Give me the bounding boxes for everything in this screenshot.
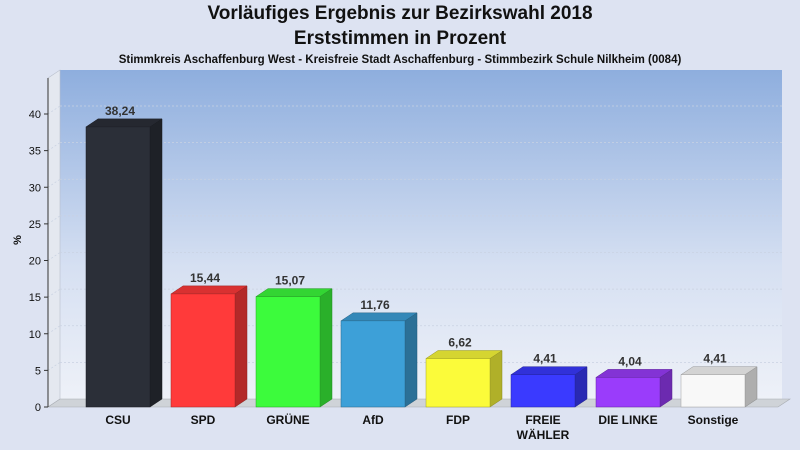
bar-top xyxy=(85,118,163,128)
grid-line-side xyxy=(47,215,61,225)
bar-side xyxy=(404,312,418,408)
category-label: Sonstige xyxy=(688,413,739,427)
bar xyxy=(425,350,503,408)
y-axis-label: % xyxy=(12,235,24,245)
bar xyxy=(85,118,163,408)
category-label: GRÜNE xyxy=(266,412,309,427)
category-label: SPD xyxy=(191,413,216,427)
value-label: 4,41 xyxy=(533,352,557,366)
y-tick-label: 40 xyxy=(29,109,41,121)
bar-front xyxy=(595,377,661,408)
bar-top xyxy=(340,312,418,322)
bars xyxy=(85,118,758,408)
value-label: 38,24 xyxy=(105,104,135,118)
bar xyxy=(595,368,673,408)
category-label: DIE LINKE xyxy=(598,413,657,427)
labels: 38,24 CSU 15,44 SPD 15,07 GRÜNE 11,76 AfD 6,62 FD… xyxy=(105,104,739,442)
bar-top xyxy=(595,369,673,378)
value-label: 4,04 xyxy=(618,354,642,368)
value-label: 11,76 xyxy=(360,298,390,312)
y-tick-label: 25 xyxy=(29,219,41,231)
grid-line-side xyxy=(47,178,61,188)
bar-front xyxy=(510,374,576,408)
y-axis: 0 5 10 15 20 25 30 35 40% xyxy=(12,78,49,414)
chart-title: Vorläufiges Ergebnis zur Bezirkswahl 201… xyxy=(207,3,593,24)
y-tick-label: 20 xyxy=(29,256,41,268)
bar-side xyxy=(234,285,248,408)
category-label: AfD xyxy=(362,413,384,427)
grid-line-side xyxy=(47,362,61,371)
value-label: 15,44 xyxy=(190,271,220,285)
category-label: CSU xyxy=(105,413,130,427)
bar-top xyxy=(255,288,333,297)
bar xyxy=(510,366,588,408)
chart-district-subtitle: Stimmkreis Aschaffenburg West - Kreisfre… xyxy=(118,54,682,66)
grid-line-side xyxy=(47,325,61,335)
side-wall xyxy=(47,69,61,408)
y-tick-label: 5 xyxy=(35,365,41,377)
bar-front xyxy=(425,358,491,408)
bar xyxy=(255,288,333,408)
bar-front xyxy=(85,126,151,408)
bar-side xyxy=(319,288,333,408)
bar-top xyxy=(170,285,248,295)
value-label: 15,07 xyxy=(275,274,305,288)
bar-front xyxy=(340,320,406,408)
grid-line-side xyxy=(47,288,61,298)
y-tick-label: 35 xyxy=(29,146,41,158)
back-wall xyxy=(60,70,782,399)
y-tick-label: 30 xyxy=(29,182,41,194)
bar-front xyxy=(255,296,321,408)
category-label: FDP xyxy=(446,413,470,427)
category-label: FREIE WÄHLER xyxy=(517,413,570,442)
grid-line-side xyxy=(47,252,61,261)
bar-top xyxy=(510,366,588,375)
bar-side xyxy=(489,350,503,408)
bar-side xyxy=(149,118,163,408)
value-label: 6,62 xyxy=(448,336,472,350)
chart-subtitle: Erststimmen in Prozent xyxy=(293,28,507,49)
value-label: 4,41 xyxy=(703,352,727,366)
bar-top xyxy=(425,350,503,359)
grid-line-side xyxy=(47,142,61,151)
y-tick-label: 15 xyxy=(29,292,41,304)
bar xyxy=(340,312,418,408)
bar xyxy=(680,366,758,408)
bar-top xyxy=(680,366,758,375)
bar-front xyxy=(680,374,746,408)
y-tick-label: 10 xyxy=(29,329,41,341)
bar-front xyxy=(170,293,236,408)
y-tick-label: 0 xyxy=(35,402,41,414)
grid-line-side xyxy=(47,105,61,115)
bar xyxy=(170,285,248,408)
